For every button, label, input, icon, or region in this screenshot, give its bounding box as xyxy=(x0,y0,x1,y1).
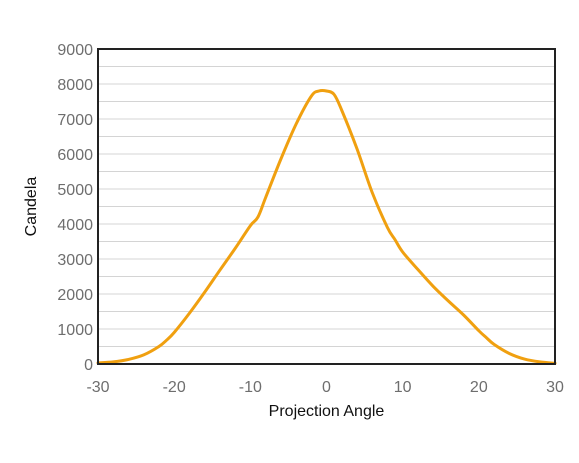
y-tick-label: 1000 xyxy=(57,322,93,339)
gridlines xyxy=(98,66,555,347)
y-tick-label: 3000 xyxy=(57,252,93,269)
y-tick-label: 5000 xyxy=(57,182,93,199)
y-tick-label: 9000 xyxy=(57,42,93,59)
x-tick-label: 0 xyxy=(322,379,331,396)
y-tick-label: 6000 xyxy=(57,147,93,164)
x-tick-label: 20 xyxy=(470,379,488,396)
y-tick-label: 4000 xyxy=(57,217,93,234)
x-tick-label: -10 xyxy=(239,379,262,396)
x-tick-label: -20 xyxy=(163,379,186,396)
y-tick-labels: 0 1000 2000 3000 4000 5000 6000 7000 8000 9000 xyxy=(57,42,93,374)
y-tick-label: 7000 xyxy=(57,112,93,129)
y-tick-label: 0 xyxy=(84,357,93,374)
y-tick-label: 2000 xyxy=(57,287,93,304)
x-tick-label: 10 xyxy=(394,379,412,396)
x-tick-label: -30 xyxy=(86,379,109,396)
x-axis-label: Projection Angle xyxy=(269,403,385,420)
y-tick-label: 8000 xyxy=(57,77,93,94)
y-axis-label: Candela xyxy=(23,177,40,237)
candela-curve xyxy=(96,88,557,365)
x-tick-labels: -30 -20 -10 0 10 20 30 xyxy=(86,379,564,396)
x-tick-label: 30 xyxy=(546,379,564,396)
plot-frame xyxy=(97,48,556,365)
